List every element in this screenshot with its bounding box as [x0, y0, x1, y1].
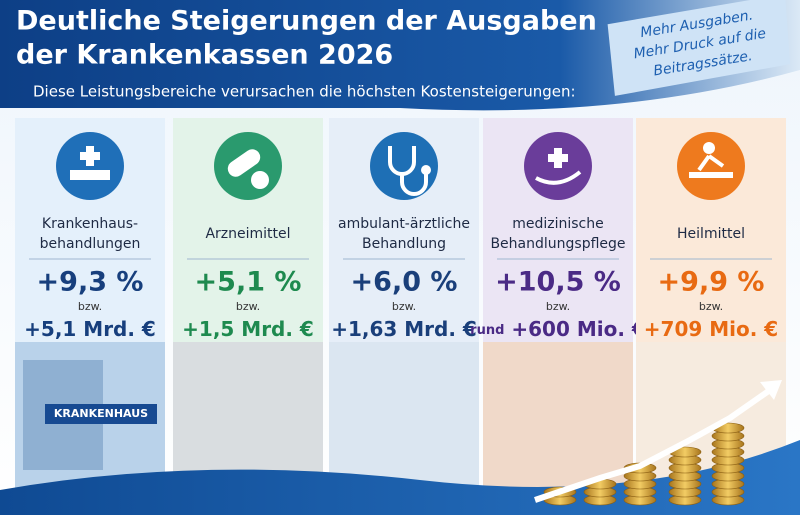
amount: +1,63 Mrd. €	[331, 317, 477, 341]
amount: +1,5 Mrd. €	[182, 317, 314, 341]
arrow-head	[760, 380, 782, 400]
icon-glyph	[535, 170, 582, 185]
amount-value: +1,5 Mrd. €	[182, 317, 314, 341]
icon-glyph	[80, 146, 100, 166]
amount: +5,1 Mrd. €	[24, 317, 156, 341]
icon-glyph	[388, 146, 428, 196]
card-photo	[483, 342, 633, 490]
connector: bzw.	[236, 300, 260, 313]
card-photo	[329, 342, 479, 490]
cards: Krankenhaus-behandlungen +9,3 % bzw. +5,1 M…	[15, 118, 786, 490]
amount-value: rund +600 Mio. €	[470, 317, 646, 341]
icon-glyph	[703, 142, 715, 154]
icon-glyph	[251, 171, 269, 189]
connector: bzw.	[699, 300, 723, 313]
card-label: Heilmittel	[677, 226, 745, 242]
icon-glyph	[697, 154, 725, 172]
card-label: medizinische	[512, 216, 604, 232]
percent-value: +9,3 %	[37, 267, 144, 298]
percent-value: +6,0 %	[351, 267, 458, 298]
header-band	[0, 0, 800, 111]
amount: +600 Mio. €	[511, 317, 645, 341]
card-label: Behandlungspflege	[490, 236, 625, 252]
coin-stacks	[543, 422, 745, 506]
amount-value: +709 Mio. €	[644, 317, 778, 341]
title-line: Deutliche Steigerungen der Ausgaben	[16, 6, 597, 37]
subtitle: Diese Leistungsbereiche verursachen die …	[33, 83, 576, 101]
icon-glyph	[689, 172, 733, 178]
card-label: Arzneimittel	[205, 226, 290, 242]
icon-glyph	[421, 165, 431, 175]
percent-value: +9,9 %	[658, 267, 765, 298]
connector: bzw.	[546, 300, 570, 313]
amount-value: +5,1 Mrd. €	[24, 317, 156, 341]
amount-value: +1,63 Mrd. €	[331, 317, 477, 341]
amount-prefix: rund	[470, 323, 504, 338]
sign	[45, 404, 157, 424]
icon-glyph	[70, 170, 110, 180]
trend-arrow	[534, 387, 772, 503]
note: Mehr Ausgaben. Mehr Druck auf die Beitra…	[607, 0, 791, 96]
icon-circle	[370, 132, 438, 200]
icon-circle	[677, 132, 745, 200]
percent-value: +10,5 %	[495, 267, 621, 298]
sign-text: KRANKENHAUS	[54, 407, 148, 420]
card-photo	[173, 342, 323, 490]
icon-glyph	[548, 148, 568, 168]
percent-value: +5,1 %	[195, 267, 302, 298]
connector: bzw.	[392, 300, 416, 313]
title-line: der Krankenkassen 2026	[16, 40, 393, 71]
card-label: Behandlung	[362, 236, 446, 252]
connector: bzw.	[78, 300, 102, 313]
card-label: ambulant-ärztliche	[338, 216, 470, 232]
card-label: Krankenhaus-	[42, 216, 138, 232]
icon-glyph	[227, 149, 261, 177]
card-label: behandlungen	[40, 236, 141, 252]
amount: +709 Mio. €	[644, 317, 778, 341]
note-paper	[607, 0, 791, 96]
